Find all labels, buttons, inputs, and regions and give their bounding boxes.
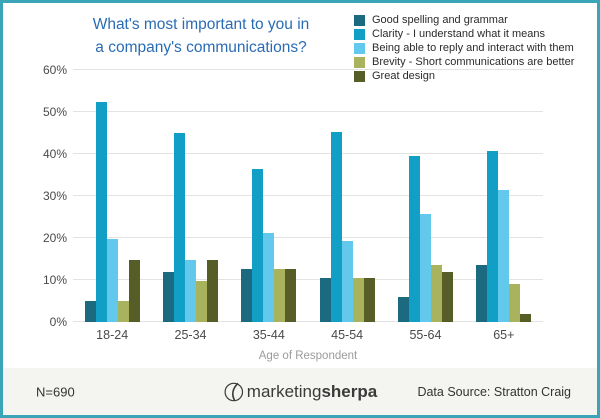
y-tick-label: 40%	[42, 147, 67, 161]
marketingsherpa-logo: marketing sherpa	[223, 381, 377, 403]
legend-label: Brevity - Short communications are bette…	[372, 56, 575, 68]
legend-item: Brevity - Short communications are bette…	[354, 56, 574, 68]
bar-group	[308, 70, 386, 322]
gridline	[73, 110, 543, 112]
legend: Good spelling and grammar Clarity - I und…	[354, 14, 574, 84]
bar	[441, 271, 453, 322]
y-tick-label: 0%	[49, 315, 67, 329]
bar	[195, 281, 207, 322]
legend-swatch	[354, 42, 365, 54]
bar	[95, 101, 107, 322]
bar	[173, 133, 185, 322]
gridline	[73, 195, 543, 196]
x-tick-label: 65+	[493, 328, 515, 342]
bar-group	[465, 70, 543, 322]
legend-label: Good spelling and grammar	[372, 14, 508, 26]
x-tick-label: 18-24	[96, 328, 129, 342]
x-axis: 18-24 25-34 35-44 45-54 55-64 65+	[73, 328, 543, 342]
y-tick-label: 10%	[42, 273, 67, 287]
y-tick-label: 20%	[42, 231, 67, 245]
bar	[128, 259, 140, 322]
legend-item: Clarity - I understand what it means	[354, 28, 574, 40]
chart-title-line1: What's most important to you in	[92, 16, 310, 33]
legend-label: Clarity - I understand what it means	[372, 28, 546, 40]
bar	[206, 259, 218, 322]
bar	[117, 301, 129, 322]
x-tick-label: 45-54	[331, 328, 364, 342]
legend-swatch	[354, 28, 365, 40]
bar-group	[151, 70, 229, 322]
data-source-label: Data Source: Stratton Craig	[417, 384, 571, 399]
bar	[341, 241, 353, 322]
legend-label: Being able to reply and interact with th…	[372, 42, 574, 54]
bar	[162, 271, 174, 322]
bar-group	[230, 70, 308, 322]
bar	[397, 296, 409, 322]
y-tick-label: 50%	[42, 105, 67, 119]
y-tick-label: 30%	[42, 189, 67, 203]
chart-title: What's most important to you in a compan…	[65, 13, 337, 60]
bar	[509, 284, 521, 322]
legend-item: Being able to reply and interact with th…	[354, 42, 574, 54]
bar	[363, 277, 375, 322]
legend-swatch	[354, 56, 365, 68]
bar	[520, 313, 532, 322]
x-tick-label: 35-44	[252, 328, 285, 342]
plot-area	[73, 69, 543, 322]
footer-bar: N=690 marketing sherpa Data Source: Strat…	[3, 368, 597, 415]
bar	[476, 265, 488, 322]
legend-swatch	[354, 14, 365, 26]
bar	[419, 214, 431, 322]
y-tick-label: 60%	[42, 63, 67, 77]
bar	[241, 268, 253, 322]
gridline	[73, 279, 543, 280]
legend-label: Great design	[372, 70, 435, 82]
bar	[430, 265, 442, 322]
bar	[408, 156, 420, 322]
bar	[184, 260, 196, 322]
marketingsherpa-logo-icon	[224, 382, 244, 401]
legend-item: Great design	[354, 70, 574, 82]
bar-group	[73, 70, 151, 322]
chart-title-line2: a company's communications?	[95, 39, 307, 57]
bar	[274, 268, 286, 322]
logo-text-sherpa: sherpa	[321, 381, 378, 401]
gridline	[73, 69, 543, 70]
bar	[330, 131, 342, 322]
bar	[263, 232, 275, 322]
bar	[84, 301, 96, 322]
bar-group	[386, 70, 464, 322]
x-axis-title: Age of Respondent	[258, 350, 358, 362]
bar	[319, 277, 331, 322]
sample-size-label: N=690	[36, 384, 75, 399]
gridline	[73, 321, 543, 322]
legend-item: Good spelling and grammar	[354, 14, 574, 26]
bar	[487, 151, 499, 322]
gridline	[73, 152, 543, 154]
x-tick-label: 55-64	[409, 328, 442, 342]
bar	[285, 268, 297, 322]
bar	[352, 277, 364, 322]
logo-text-marketing: marketing	[246, 381, 322, 401]
bar	[498, 189, 510, 322]
legend-swatch	[354, 70, 365, 82]
bar-groups	[73, 70, 543, 322]
y-axis: 0% 10% 20% 30% 40% 50% 60%	[19, 63, 67, 329]
gridline	[73, 236, 543, 238]
bar	[106, 239, 118, 322]
bar	[252, 168, 264, 322]
x-tick-label: 25-34	[174, 328, 207, 342]
